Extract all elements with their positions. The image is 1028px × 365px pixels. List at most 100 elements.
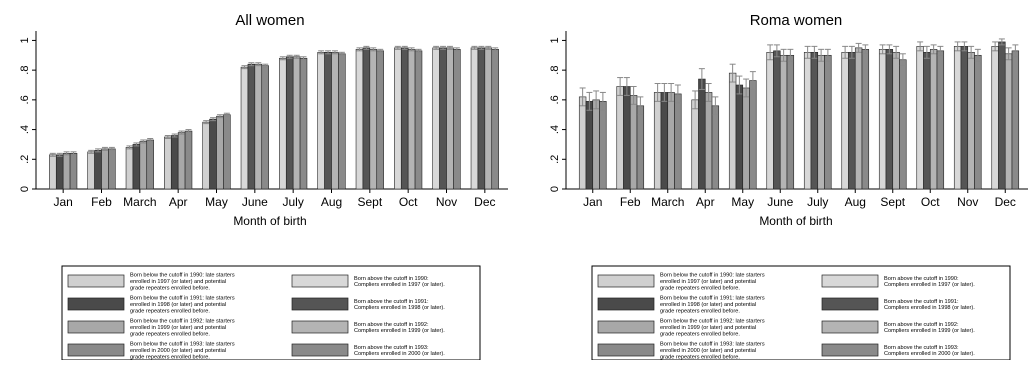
legend-swatch (597, 274, 655, 288)
bar (254, 63, 263, 190)
bar (623, 86, 631, 190)
legend-label: Born above the cutoff in 1992: (354, 322, 429, 328)
bars (578, 38, 1020, 190)
bar (916, 46, 924, 190)
bar (484, 47, 493, 190)
legend-label: grade repeaters enrolled before. (130, 308, 210, 314)
legend-label: Compliers enrolled in 1999 (or later). (354, 328, 445, 334)
bar (929, 49, 938, 190)
legend-swatch (291, 320, 349, 334)
bar (817, 54, 825, 190)
legend-label: enrolled in 2000 (or later) and potentia… (660, 348, 756, 354)
bar (369, 49, 378, 190)
x-tick-label: Jan (53, 195, 72, 209)
chart-title: Roma women (750, 12, 843, 29)
bar (960, 46, 969, 190)
legend-label: Compliers enrolled in 2000 (or later). (354, 351, 445, 357)
x-tick-label: Apr (696, 195, 715, 209)
legend-box (591, 265, 1011, 361)
bar (636, 105, 645, 190)
y-tick-label: .4 (549, 125, 561, 134)
bar (704, 92, 713, 190)
legend-label: grade repeaters enrolled before. (130, 285, 210, 291)
legend-label: Born above the cutoff in 1992: (884, 322, 959, 328)
legend: Born below the cutoff in 1990: late star… (591, 265, 1011, 361)
bar (899, 59, 907, 190)
x-tick-label: Sept (880, 195, 905, 209)
y-tick-label: .2 (19, 155, 31, 164)
bar (674, 93, 682, 190)
bar (878, 49, 887, 190)
bar (592, 99, 600, 190)
bar (146, 139, 154, 190)
bar (292, 56, 301, 190)
bar (108, 148, 116, 190)
legend-label: Compliers enrolled in 1997 (or later). (354, 282, 445, 288)
x-tick-label: May (731, 195, 754, 209)
bar (87, 151, 95, 190)
bar (432, 47, 440, 190)
bar (477, 47, 486, 190)
bar (892, 52, 900, 190)
y-tick-label: 1 (19, 37, 31, 43)
bar (885, 49, 894, 190)
bar (691, 99, 699, 190)
bar (773, 50, 781, 190)
bar (362, 47, 371, 190)
bar (394, 47, 402, 190)
bar (331, 52, 339, 190)
legend-swatch (291, 343, 349, 357)
bar (299, 57, 308, 190)
x-tick-label: March (123, 195, 156, 209)
bar (202, 121, 210, 190)
bar (1011, 50, 1020, 190)
bar (660, 92, 669, 190)
legend-swatch (597, 343, 655, 357)
legend-label: grade repeaters enrolled before. (130, 354, 210, 360)
bar (974, 54, 982, 190)
legend-label: grade repeaters enrolled before. (660, 331, 740, 337)
legend-swatch (67, 297, 125, 311)
legend-label: Born below the cutoff in 1991: late star… (660, 296, 765, 302)
bar (824, 54, 832, 190)
bar (338, 53, 346, 190)
bar (400, 47, 409, 190)
legend-label: Compliers enrolled in 1998 (or later). (354, 305, 445, 311)
legend-swatch (821, 320, 879, 334)
chart-all-women: All women Month of birth 0 .2 .4 .6 .8 1 Jan Fe… (19, 12, 508, 361)
bar (728, 72, 737, 190)
x-tick-label: Aug (321, 195, 342, 209)
chart-roma-women: Roma women Month of birth 0 .2 .4 .6 .8 1 Jan F… (549, 12, 1028, 361)
bar (470, 47, 479, 190)
x-tick-label: Feb (620, 195, 641, 209)
x-tick-label: Sept (357, 195, 382, 209)
legend-label: Born above the cutoff in 1993: (884, 345, 959, 351)
bar (786, 54, 795, 190)
bar (177, 132, 186, 190)
x-tick-label: Feb (91, 195, 112, 209)
y-tick-label: 1 (549, 37, 561, 43)
legend-swatch (291, 297, 349, 311)
bar (698, 78, 706, 190)
legend-swatch (821, 343, 879, 357)
bar (848, 52, 856, 190)
chart-title: All women (235, 12, 304, 29)
bar (125, 147, 134, 190)
bar (216, 115, 224, 190)
bar (953, 46, 962, 190)
legend-label: Born below the cutoff in 1990: late star… (130, 273, 235, 279)
bar (376, 50, 384, 190)
legend-label: grade repeaters enrolled before. (130, 331, 210, 337)
bar (491, 49, 499, 190)
bar (355, 49, 364, 190)
bar (55, 154, 64, 190)
bar (132, 144, 141, 190)
bar (653, 92, 662, 190)
bar (735, 84, 744, 190)
legend-label: enrolled in 1999 (or later) and potentia… (660, 325, 756, 331)
bar (841, 52, 849, 190)
legend-swatch (67, 320, 125, 334)
legend-label: enrolled in 1997 (or later) and potentia… (660, 279, 756, 285)
legend-label: enrolled in 1999 (or later) and potentia… (130, 325, 226, 331)
